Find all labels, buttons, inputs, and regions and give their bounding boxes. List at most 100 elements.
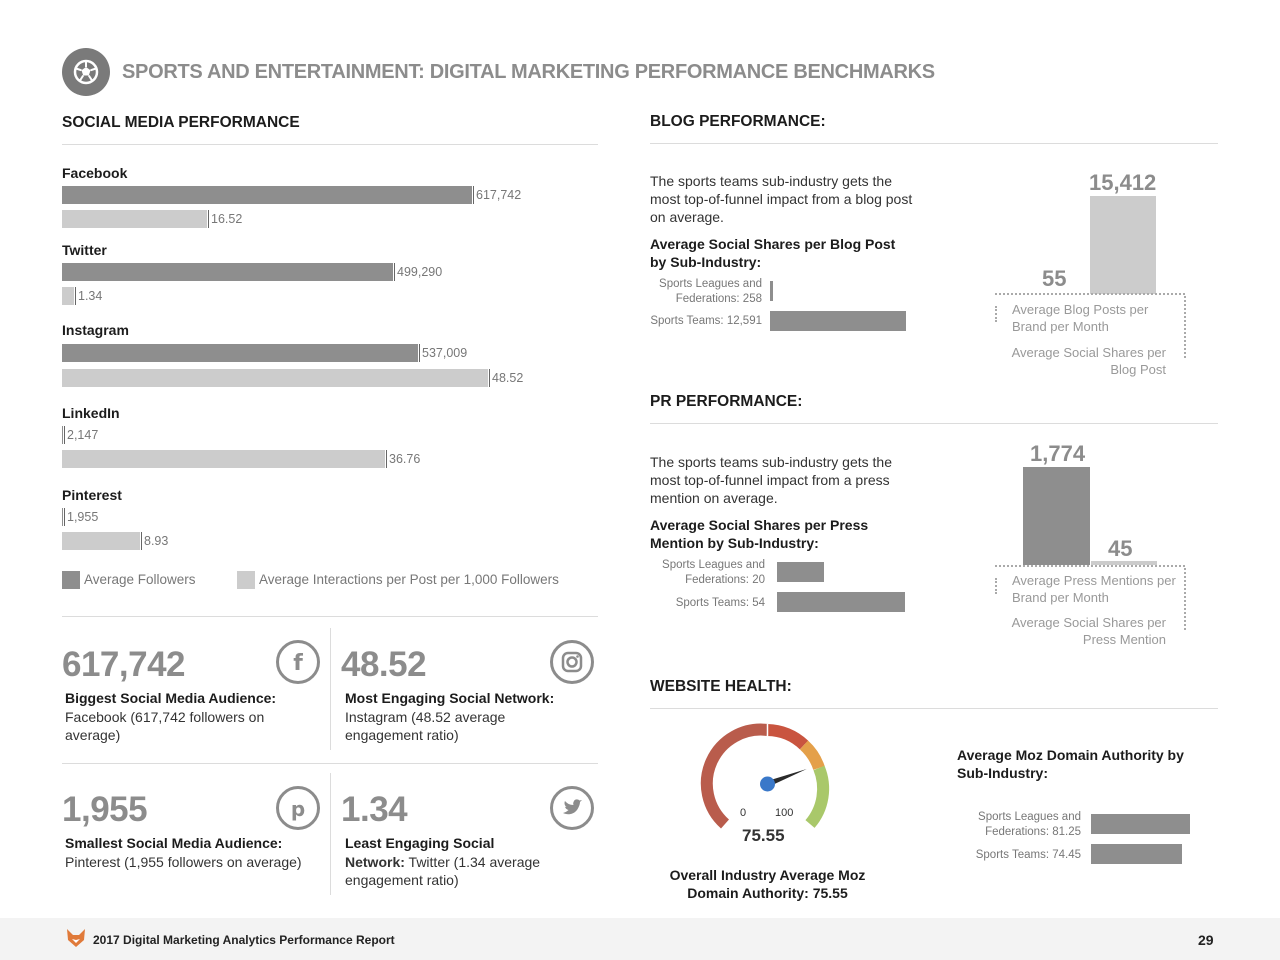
network-label: Pinterest [62, 487, 122, 503]
divider [650, 423, 1218, 424]
pr-col-left-value: 1,774 [1030, 441, 1086, 466]
divider [330, 628, 331, 750]
gauge-value: 75.55 [742, 826, 785, 845]
gauge-needle [766, 768, 807, 787]
network-label: Instagram [62, 322, 129, 338]
legend-followers: Average Followers [84, 572, 196, 587]
pinterest-icon: p [276, 786, 320, 830]
pr-caption-right: Average Social Shares per Press Mention [1011, 615, 1166, 647]
divider [330, 773, 331, 895]
value-linkedin-followers: 2,147 [64, 426, 98, 444]
bar-facebook-interactions [62, 210, 207, 228]
label-line: Federations: 20 [685, 574, 765, 586]
legend-swatch-followers [62, 571, 80, 589]
label-line: Sports Leagues and [662, 559, 765, 571]
network-label: LinkedIn [62, 405, 120, 421]
svg-text:p: p [291, 797, 305, 821]
stat-number: 1,955 [62, 790, 148, 829]
moz-subheading: Average Moz Domain Authority by Sub-Indu… [957, 747, 1184, 781]
gauge-min-label: 0 [740, 807, 747, 819]
bar-instagram-followers [62, 344, 418, 362]
footer [0, 918, 1280, 960]
dotted-guide [995, 578, 997, 594]
social-section-title: SOCIAL MEDIA PERFORMANCE [62, 114, 300, 131]
pr-subheading: Average Social Shares per Press Mention … [650, 517, 869, 551]
value-pinterest-interactions: 8.93 [141, 532, 168, 550]
gauge-hub [760, 776, 775, 792]
moz-bar-leagues [1091, 814, 1190, 834]
value-linkedin-interactions: 36.76 [386, 450, 420, 468]
stat-number: 617,742 [62, 645, 186, 684]
network-label: Facebook [62, 165, 128, 181]
legend-interactions: Average Interactions per Post per 1,000 … [259, 572, 559, 587]
label-line: Sports Leagues and [978, 811, 1081, 823]
gauge-max-label: 100 [775, 807, 794, 819]
gauge-arc-low [700, 723, 769, 829]
dotted-guide [1184, 296, 1186, 358]
dotted-guide [995, 306, 997, 322]
stat-heading-cont: Network: [345, 854, 405, 870]
bar-facebook-followers [62, 186, 472, 204]
gauge-arc-mid [767, 724, 809, 750]
label-line: Federations: 258 [675, 293, 762, 305]
bar-pinterest-interactions [62, 532, 140, 550]
pr-bar-teams [777, 592, 905, 612]
pr-col-right-value: 45 [1108, 536, 1133, 561]
bar-linkedin-interactions [62, 450, 385, 468]
blog-row-label: Sports Leagues and Federations: 258 [640, 277, 762, 307]
blog-row-label: Sports Teams: 12,591 [650, 315, 762, 327]
bar-linkedin-followers [62, 426, 63, 444]
stat-heading: Biggest Social Media Audience: [65, 690, 277, 706]
divider [650, 143, 1218, 144]
blog-bar-teams [770, 311, 906, 331]
stat-body: Instagram (48.52 average engagement rati… [345, 709, 506, 743]
page-title: SPORTS AND ENTERTAINMENT: DIGITAL MARKET… [122, 61, 935, 83]
blog-col-right-bar [1090, 196, 1156, 294]
bar-instagram-interactions [62, 369, 488, 387]
value-facebook-interactions: 16.52 [208, 210, 242, 228]
instagram-icon [550, 640, 594, 684]
gauge-caption: Overall Industry Average Moz Domain Auth… [669, 867, 866, 901]
pr-row-label: Sports Leagues and Federations: 20 [643, 558, 765, 588]
bar-twitter-followers [62, 263, 393, 281]
stat-heading: Smallest Social Media Audience: [65, 835, 283, 851]
twitter-icon [550, 786, 594, 830]
pr-col-left-bar [1023, 467, 1090, 565]
value-instagram-interactions: 48.52 [489, 369, 523, 387]
header-badge [62, 48, 110, 96]
stat-heading: Least Engaging Social [345, 835, 495, 851]
moz-row-label: Sports Leagues and Federations: 81.25 [958, 810, 1081, 840]
label-line: Federations: 81.25 [985, 826, 1081, 838]
gauge-arc-top [805, 765, 830, 828]
legend-swatch-interactions [237, 571, 255, 589]
value-twitter-followers: 499,290 [394, 263, 442, 281]
value-facebook-followers: 617,742 [473, 186, 521, 204]
blog-bar-leagues [770, 281, 773, 301]
divider [650, 708, 1218, 709]
dotted-guide [995, 293, 1185, 295]
footer-report-title: 2017 Digital Marketing Analytics Perform… [93, 933, 395, 947]
pr-bar-leagues [777, 562, 824, 582]
bar-twitter-interactions [62, 287, 74, 305]
pr-caption-left: Average Press Mentions per Brand per Mon… [1012, 573, 1176, 605]
website-section-title: WEBSITE HEALTH: [650, 678, 792, 695]
value-twitter-interactions: 1.34 [75, 287, 102, 305]
stat-body: Network: Twitter (1.34 average engagemen… [345, 853, 575, 889]
dotted-guide [995, 565, 1185, 567]
blog-col-right-value: 15,412 [1089, 170, 1157, 195]
network-label: Twitter [62, 242, 107, 258]
dotted-guide [1184, 568, 1186, 630]
gauge-arc-high [799, 740, 825, 771]
label-line: Sports Leagues and [659, 278, 762, 290]
divider [62, 616, 598, 617]
bar-pinterest-followers [62, 508, 63, 526]
stat-body-text: Twitter (1.34 average engagement ratio) [345, 854, 541, 888]
stat-number: 1.34 [341, 790, 408, 829]
value-instagram-followers: 537,009 [419, 344, 467, 362]
value-pinterest-followers: 1,955 [64, 508, 98, 526]
stat-body: Facebook (617,742 followers on average) [65, 709, 265, 743]
fox-logo-icon [67, 929, 85, 947]
stat-heading: Most Engaging Social Network: [345, 690, 555, 706]
moz-bar-teams [1091, 844, 1182, 864]
blog-caption-left: Average Blog Posts per Brand per Month [1012, 302, 1149, 334]
